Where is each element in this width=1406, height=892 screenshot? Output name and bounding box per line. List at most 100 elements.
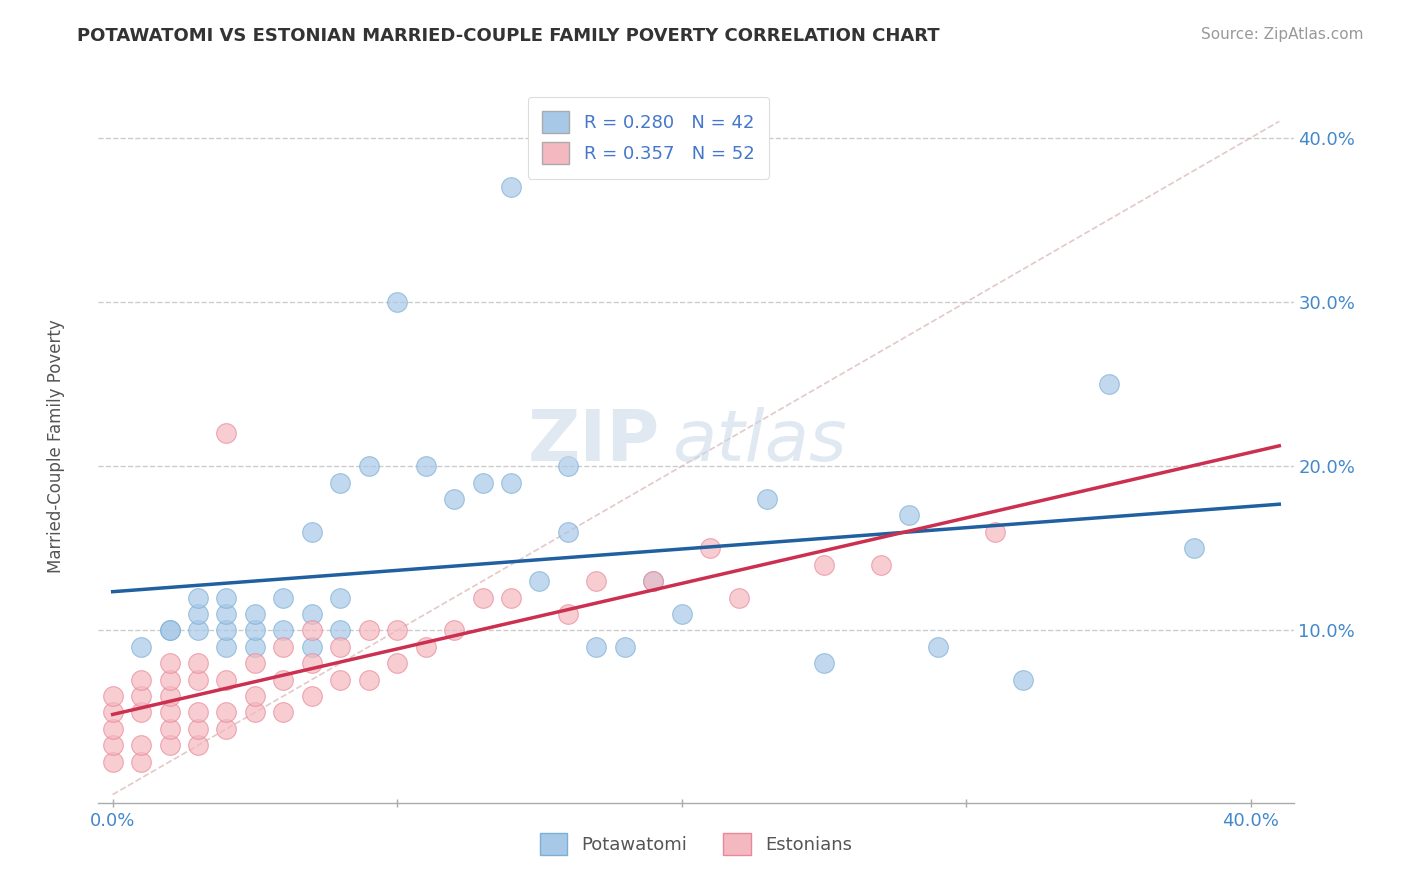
Point [159,624,181,638]
Point [984,524,1007,539]
Point [813,657,835,671]
Point [499,180,522,194]
Point [301,657,323,671]
Point [243,624,266,638]
Point [643,574,665,588]
Point [557,607,579,621]
Point [243,657,266,671]
Point [159,673,181,687]
Point [129,673,152,687]
Point [129,706,152,720]
Point [329,591,352,605]
Point [101,706,124,720]
Point [529,574,551,588]
Text: ZIP: ZIP [527,407,661,476]
Point [187,607,209,621]
Point [273,624,295,638]
Point [898,508,921,523]
Point [243,689,266,703]
Point [585,574,607,588]
Point [301,689,323,703]
Point [471,591,494,605]
Point [215,640,238,654]
Point [187,657,209,671]
Text: Source: ZipAtlas.com: Source: ZipAtlas.com [1201,27,1364,42]
Point [870,558,893,572]
Text: atlas: atlas [672,407,846,476]
Point [101,755,124,769]
Text: POTAWATOMI VS ESTONIAN MARRIED-COUPLE FAMILY POVERTY CORRELATION CHART: POTAWATOMI VS ESTONIAN MARRIED-COUPLE FA… [77,27,941,45]
Point [301,640,323,654]
Point [471,475,494,490]
Point [301,624,323,638]
Point [187,722,209,736]
Point [215,722,238,736]
Point [813,558,835,572]
Point [243,640,266,654]
Point [613,640,636,654]
Point [187,739,209,753]
Point [243,607,266,621]
Point [329,673,352,687]
Point [329,624,352,638]
Point [101,739,124,753]
Point [499,591,522,605]
Point [129,640,152,654]
Point [301,607,323,621]
Point [727,591,749,605]
Point [329,475,352,490]
Point [357,673,380,687]
Point [1097,377,1119,392]
Point [385,624,409,638]
Point [159,689,181,703]
Point [215,607,238,621]
Point [159,722,181,736]
Point [585,640,607,654]
Point [385,295,409,310]
Point [129,689,152,703]
Point [159,739,181,753]
Point [243,706,266,720]
Point [357,459,380,474]
Point [443,624,465,638]
Point [329,640,352,654]
Point [101,689,124,703]
Point [101,722,124,736]
Text: Married-Couple Family Poverty: Married-Couple Family Poverty [48,319,65,573]
Point [927,640,949,654]
Point [385,657,409,671]
Point [215,673,238,687]
Point [187,706,209,720]
Point [415,459,437,474]
Point [273,591,295,605]
Point [159,706,181,720]
Point [159,624,181,638]
Point [643,574,665,588]
Point [756,491,779,506]
Point [1012,673,1035,687]
Point [557,459,579,474]
Point [215,624,238,638]
Point [187,591,209,605]
Point [273,640,295,654]
Point [129,755,152,769]
Point [215,706,238,720]
Point [159,657,181,671]
Point [129,739,152,753]
Point [443,491,465,506]
Point [215,426,238,441]
Point [557,524,579,539]
Point [273,706,295,720]
Point [671,607,693,621]
Point [699,541,721,556]
Point [215,591,238,605]
Point [499,475,522,490]
Point [301,524,323,539]
Point [187,624,209,638]
Point [273,673,295,687]
Point [1182,541,1205,556]
Legend: Potawatomi, Estonians: Potawatomi, Estonians [533,826,859,863]
Point [357,624,380,638]
Point [415,640,437,654]
Point [187,673,209,687]
